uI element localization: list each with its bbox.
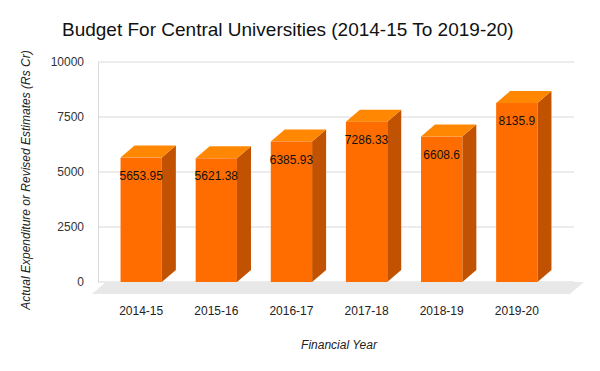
bar-side: [312, 130, 326, 282]
bar-side: [387, 110, 401, 282]
data-label: 6385.93: [270, 153, 314, 167]
x-tick: 2016-17: [269, 282, 313, 318]
x-tick-label: 2016-17: [269, 304, 313, 318]
y-tick: 5000: [57, 165, 98, 179]
x-tick: 2019-20: [495, 282, 539, 318]
y-axis-line: [98, 63, 99, 283]
y-tick: 0: [77, 275, 98, 289]
x-tick: 2017-18: [345, 282, 389, 318]
x-tick-label: 2018-19: [420, 304, 464, 318]
y-axis: 0 2500 5000 7500 10000: [51, 55, 99, 289]
x-tick: 2014-15: [119, 282, 163, 318]
x-tick-label: 2015-16: [194, 304, 238, 318]
y-tick-label: 5000: [57, 165, 84, 179]
title: Budget For Central Universities (2014-15…: [62, 19, 514, 40]
y-tick-label: 10000: [51, 55, 85, 69]
chart: 0250050007500100002014-152015-162016-172…: [0, 0, 600, 371]
bar-side: [162, 146, 176, 282]
x-tick-label: 2014-15: [119, 304, 163, 318]
x-tick-label: 2017-18: [345, 304, 389, 318]
data-labels: 5653.95 5621.38 6385.93 7286.33 6608.6 8135.9: [119, 114, 535, 183]
bar-top: [121, 146, 176, 158]
y-tick: 2500: [57, 220, 98, 234]
bar-top: [271, 130, 326, 142]
background: [0, 0, 600, 371]
data-label: 8135.9: [498, 114, 535, 128]
bar-top: [346, 110, 401, 122]
bar-top: [196, 146, 251, 158]
grid-line: [98, 62, 574, 63]
x-axis: 2014-15 2015-16 2016-17 2017-18 2018-19 2019-…: [99, 282, 561, 318]
y-axis-title: Actual Expenditure or Revised Estimates …: [19, 50, 33, 310]
y-tick: 10000: [51, 55, 98, 69]
x-tick: 2018-19: [420, 282, 464, 318]
data-label: 5653.95: [119, 169, 163, 183]
y-tick: 7500: [57, 110, 98, 124]
bar-top: [421, 125, 476, 137]
bar-side: [462, 125, 476, 282]
y-tick-label: 7500: [57, 110, 84, 124]
data-label: 7286.33: [345, 133, 389, 147]
data-label: 6608.6: [423, 148, 460, 162]
x-tick-label: 2019-20: [495, 304, 539, 318]
bars: [121, 91, 552, 282]
bar: [496, 103, 537, 282]
y-tick-label: 0: [77, 275, 84, 289]
x-axis-title: Financial Year: [301, 338, 378, 352]
bar: [421, 137, 462, 282]
floor: [92, 282, 584, 294]
x-axis-line: [99, 282, 561, 283]
bar-side: [237, 146, 251, 282]
grid: [98, 62, 574, 282]
bar-top: [496, 91, 551, 103]
y-tick-label: 2500: [57, 220, 84, 234]
bar-side: [537, 91, 551, 282]
data-label: 5621.38: [195, 169, 239, 183]
x-tick: 2015-16: [194, 282, 238, 318]
